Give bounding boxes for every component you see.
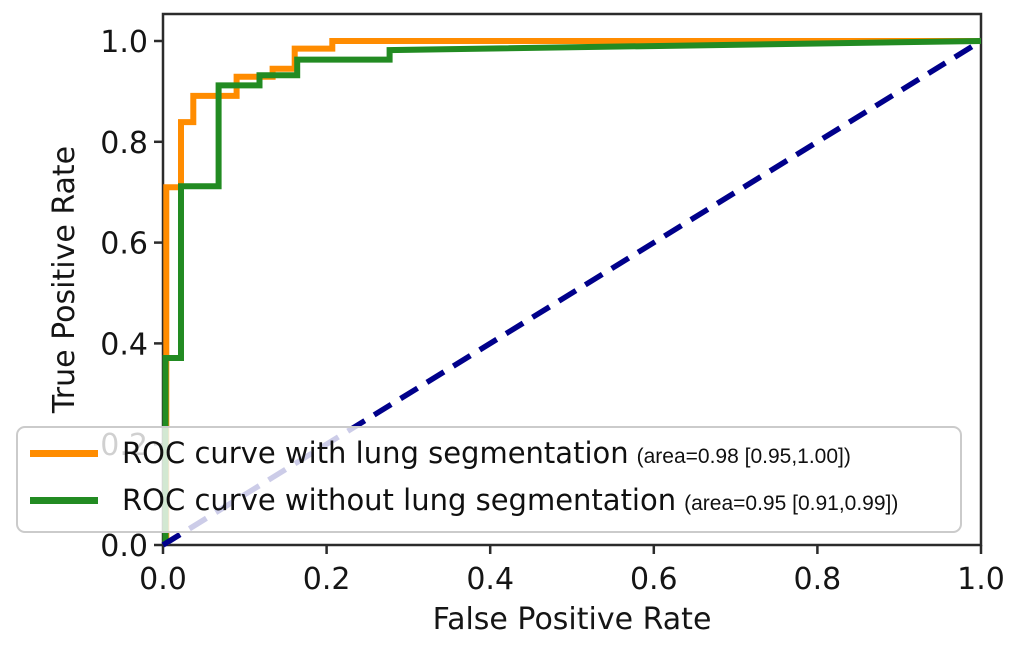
legend-area-with-segmentation: (area=0.98 [0.95,1.00]) [636, 445, 851, 468]
x-tick-label: 1.0 [957, 562, 1005, 597]
legend: ROC curve with lung segmentation (area=0… [16, 426, 962, 533]
legend-entry-without-segmentation: ROC curve without lung segmentation (are… [30, 477, 960, 524]
y-tick-label: 0.0 [100, 529, 148, 564]
legend-swatch-green-line [30, 497, 98, 504]
legend-label-without-segmentation: ROC curve without lung segmentation [122, 483, 677, 517]
roc-with-lung-segmentation-curve [163, 38, 981, 545]
x-axis-label: False Positive Rate [433, 602, 712, 637]
x-tick-label: 0.0 [139, 562, 187, 597]
y-tick-label: 0.4 [100, 327, 148, 362]
legend-label-with-segmentation: ROC curve with lung segmentation [122, 436, 629, 470]
y-tick-label: 1.0 [100, 25, 148, 60]
roc-without-lung-segmentation-curve [162, 38, 982, 545]
x-tick-label: 0.2 [303, 562, 351, 597]
x-tick-label: 0.8 [794, 562, 842, 597]
legend-entry-with-segmentation: ROC curve with lung segmentation (area=0… [30, 430, 960, 477]
legend-area-without-segmentation: (area=0.95 [0.91,0.99]) [684, 492, 899, 515]
x-tick-label: 0.4 [466, 562, 514, 597]
y-axis-label: True Positive Rate [47, 146, 82, 414]
y-tick-label: 0.8 [100, 126, 148, 161]
plot-frame [161, 12, 983, 547]
legend-swatch-orange-line [30, 450, 98, 457]
x-tick-label: 0.6 [630, 562, 678, 597]
y-tick-label: 0.6 [100, 227, 148, 262]
